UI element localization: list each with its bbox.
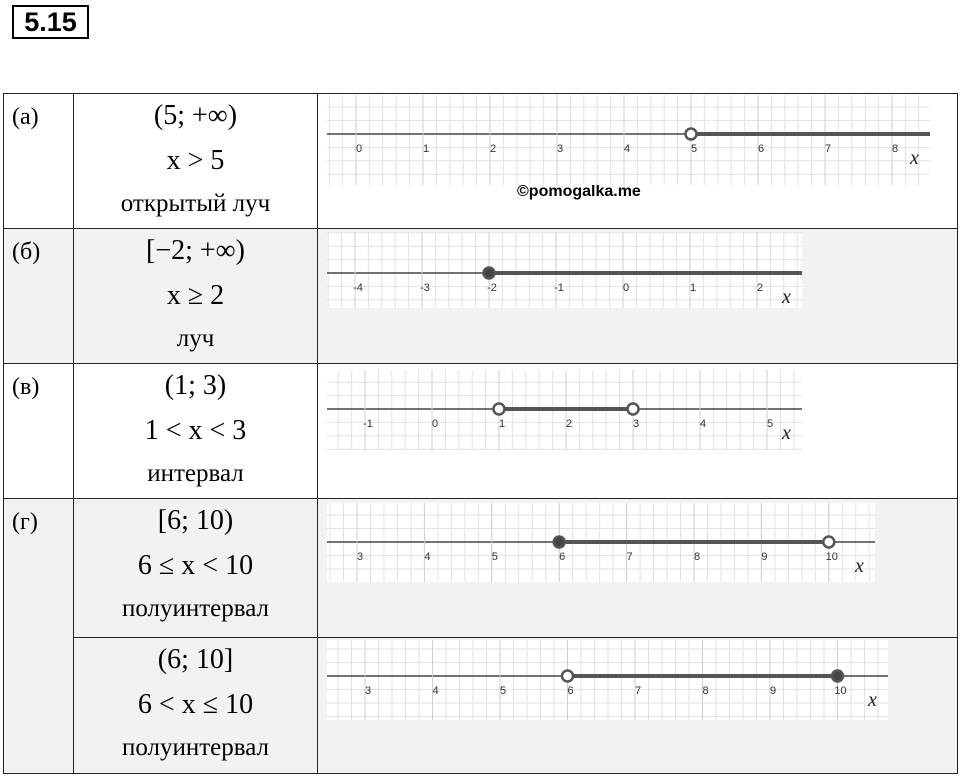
notation-line: x ≥ 2 xyxy=(166,280,225,311)
tick-label: 2 xyxy=(757,282,763,294)
tick-label: 2 xyxy=(490,143,496,155)
row-label: (в) xyxy=(12,374,40,400)
tick-label: 6 xyxy=(567,685,573,697)
notation-line: (1; 3) xyxy=(164,370,227,401)
variable-label: x xyxy=(867,689,877,711)
tick-label: 0 xyxy=(356,143,362,155)
tick-label: 4 xyxy=(700,418,706,430)
notation-line: 6 < x ≤ 10 xyxy=(137,689,254,720)
tick-label: 10 xyxy=(834,685,846,697)
tick-label: 1 xyxy=(690,282,696,294)
tick-label: 8 xyxy=(702,685,708,697)
number-line: -4 -3 -2 -1 0 1 2 x xyxy=(327,232,802,308)
notation-line: x > 5 xyxy=(166,145,225,176)
tick-label: 9 xyxy=(761,551,767,563)
notation-line: (5; +∞) xyxy=(153,100,238,131)
grid-bg xyxy=(327,95,930,185)
tick-label: 9 xyxy=(770,685,776,697)
notation-cell: (5; +∞) x > 5 открытый луч xyxy=(73,93,318,229)
tick-label: 4 xyxy=(432,685,438,697)
tick-label: 5 xyxy=(492,551,498,563)
tick-label: 1 xyxy=(423,143,429,155)
label-cell: (б) xyxy=(3,228,74,364)
number-line: 3 4 5 6 7 8 9 10 x xyxy=(327,503,875,582)
tick-label: 6 xyxy=(758,143,764,155)
tick-label: 2 xyxy=(566,418,572,430)
variable-label: x xyxy=(854,555,864,577)
tick-label: -3 xyxy=(420,282,430,294)
tick-label: -1 xyxy=(363,418,373,430)
row-label: (а) xyxy=(12,104,39,130)
tick-label: -4 xyxy=(353,282,363,294)
notation-line: луч xyxy=(176,325,215,352)
tick-label: 5 xyxy=(767,418,773,430)
notation-cell: (1; 3) 1 < x < 3 интервал xyxy=(73,363,318,499)
row-label: (г) xyxy=(12,509,38,535)
notation-cell: [6; 10) 6 ≤ x < 10 полуинтервал xyxy=(73,498,318,638)
number-line: 3 4 5 6 7 8 9 10 x xyxy=(327,640,888,720)
tick-label: 5 xyxy=(691,143,697,155)
tick-label: 1 xyxy=(499,418,505,430)
closed-point xyxy=(830,669,845,683)
closed-point xyxy=(482,266,496,280)
open-point xyxy=(492,402,506,416)
open-point xyxy=(626,402,640,416)
row-label: (б) xyxy=(12,239,41,265)
tick-label: 8 xyxy=(694,551,700,563)
notation-line: [−2; +∞) xyxy=(146,235,245,266)
tick-label: 3 xyxy=(357,551,363,563)
variable-label: x xyxy=(909,147,919,169)
tick-label: 3 xyxy=(557,143,563,155)
notation-line: интервал xyxy=(147,460,244,487)
tick-label: -1 xyxy=(554,282,564,294)
tick-label: -2 xyxy=(487,282,497,294)
watermark: ©pomogalka.me xyxy=(517,183,641,200)
notation-line: полуинтервал xyxy=(121,734,270,761)
tick-label: 4 xyxy=(624,143,630,155)
tick-label: 7 xyxy=(825,143,831,155)
tick-label: 5 xyxy=(500,685,506,697)
tick-label: 7 xyxy=(627,551,633,563)
grid-bg xyxy=(327,232,802,308)
notation-line: полуинтервал xyxy=(121,595,270,622)
tick-label: 8 xyxy=(892,143,898,155)
open-point xyxy=(684,127,698,141)
notation-line: открытый луч xyxy=(120,190,271,217)
label-cell: (в) xyxy=(3,363,74,499)
notation-cell: [−2; +∞) x ≥ 2 луч xyxy=(73,228,318,364)
closed-point xyxy=(552,535,566,549)
tick-label: 4 xyxy=(424,551,430,563)
tick-label: 0 xyxy=(432,418,438,430)
tick-label: 3 xyxy=(365,685,371,697)
notation-cell: (6; 10] 6 < x ≤ 10 полуинтервал xyxy=(73,637,318,774)
variable-label: x xyxy=(781,286,791,308)
notation-line: 6 ≤ x < 10 xyxy=(137,550,254,581)
label-cell: (а) xyxy=(3,93,74,229)
tick-label: 0 xyxy=(623,282,629,294)
notation-line: (6; 10] xyxy=(157,644,234,675)
open-point xyxy=(560,669,575,683)
number-line: -1 0 1 2 3 4 5 x xyxy=(327,370,802,450)
label-cell: (г) xyxy=(3,498,74,774)
notation-line: [6; 10) xyxy=(157,505,234,536)
notation-line: 1 < x < 3 xyxy=(144,415,247,446)
tick-label: 3 xyxy=(633,418,639,430)
open-point xyxy=(822,535,836,549)
tick-label: 10 xyxy=(826,551,838,563)
variable-label: x xyxy=(781,422,791,444)
tick-label: 7 xyxy=(635,685,641,697)
problem-number: 5.15 xyxy=(12,5,89,39)
tick-label: 6 xyxy=(559,551,565,563)
